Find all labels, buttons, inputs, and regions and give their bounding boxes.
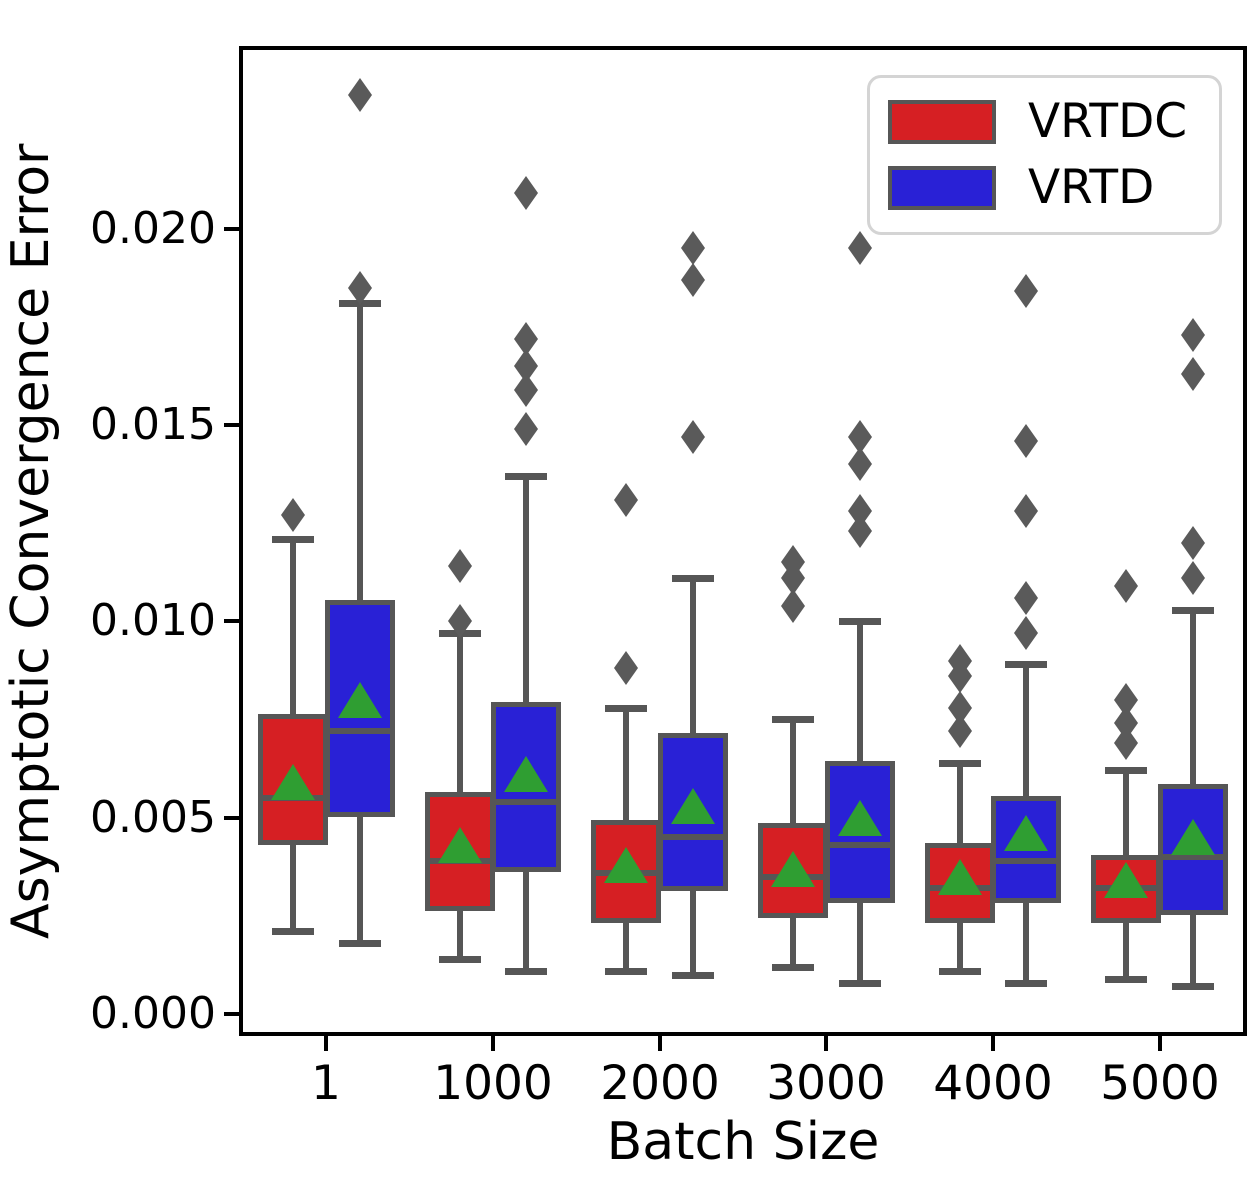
x-tick-label: 1000 bbox=[433, 1056, 553, 1111]
mean-triangle-icon bbox=[1171, 819, 1215, 855]
mean-triangle-icon bbox=[938, 859, 982, 895]
whisker-cap-bottom bbox=[1005, 980, 1047, 987]
legend-entry-vrtdc: VRTDC bbox=[870, 96, 1219, 148]
y-axis-label: Asymptotic Convergence Error bbox=[1, 143, 61, 939]
plot-area bbox=[239, 46, 1247, 1036]
whisker-cap-bottom bbox=[672, 972, 714, 979]
vrtdc-color-swatch-icon bbox=[888, 100, 996, 144]
mean-triangle-icon bbox=[271, 764, 315, 800]
median-line bbox=[496, 799, 556, 805]
x-tick-label: 5000 bbox=[1100, 1056, 1220, 1111]
y-tick-mark bbox=[224, 619, 239, 623]
whisker-cap-top bbox=[1005, 661, 1047, 668]
y-tick-label: 0.005 bbox=[90, 792, 216, 843]
whisker-cap-top bbox=[272, 536, 314, 543]
y-tick-label: 0.015 bbox=[90, 399, 216, 450]
y-tick-mark bbox=[224, 423, 239, 427]
whisker-cap-top bbox=[505, 473, 547, 480]
median-line bbox=[996, 858, 1056, 864]
x-tick-label: 4000 bbox=[933, 1056, 1053, 1111]
y-tick-label: 0.020 bbox=[90, 203, 216, 254]
whisker-cap-top bbox=[772, 716, 814, 723]
whisker-cap-top bbox=[1105, 767, 1147, 774]
mean-triangle-icon bbox=[1004, 815, 1048, 851]
mean-triangle-icon bbox=[671, 788, 715, 824]
x-tick-mark bbox=[658, 1036, 662, 1051]
mean-triangle-icon bbox=[604, 847, 648, 883]
x-axis-label: Batch Size bbox=[606, 1112, 880, 1172]
mean-triangle-icon bbox=[771, 851, 815, 887]
y-tick-label: 0.000 bbox=[90, 988, 216, 1039]
mean-triangle-icon bbox=[1104, 862, 1148, 898]
x-tick-mark bbox=[324, 1036, 328, 1051]
median-line bbox=[1163, 854, 1223, 860]
whisker-cap-bottom bbox=[839, 980, 881, 987]
mean-triangle-icon bbox=[838, 800, 882, 836]
whisker-cap-bottom bbox=[439, 956, 481, 963]
x-tick-label: 3000 bbox=[766, 1056, 886, 1111]
x-tick-mark bbox=[824, 1036, 828, 1051]
median-line bbox=[830, 842, 890, 848]
legend-label-vrtd: VRTD bbox=[1028, 160, 1155, 215]
whisker-cap-top bbox=[605, 705, 647, 712]
whisker-cap-top bbox=[839, 618, 881, 625]
y-tick-mark bbox=[224, 227, 239, 231]
box-vrtd-1000 bbox=[491, 702, 561, 872]
legend-label-vrtdc: VRTDC bbox=[1028, 94, 1188, 149]
whisker-cap-top bbox=[939, 760, 981, 767]
y-tick-mark bbox=[224, 816, 239, 820]
y-tick-mark bbox=[224, 1012, 239, 1016]
whisker-cap-bottom bbox=[272, 928, 314, 935]
whisker-cap-bottom bbox=[1172, 983, 1214, 990]
x-tick-mark bbox=[491, 1036, 495, 1051]
mean-triangle-icon bbox=[338, 682, 382, 718]
median-line bbox=[663, 834, 723, 840]
box-vrtd-4000 bbox=[991, 796, 1061, 903]
whisker-cap-bottom bbox=[605, 968, 647, 975]
y-tick-label: 0.010 bbox=[90, 595, 216, 646]
whisker-cap-bottom bbox=[505, 968, 547, 975]
whisker-cap-top bbox=[672, 575, 714, 582]
x-tick-label: 1 bbox=[311, 1056, 341, 1111]
whisker-cap-bottom bbox=[1105, 976, 1147, 983]
x-tick-mark bbox=[1158, 1036, 1162, 1051]
whisker-cap-bottom bbox=[939, 968, 981, 975]
mean-triangle-icon bbox=[504, 756, 548, 792]
legend: VRTDC VRTD bbox=[867, 75, 1222, 235]
whisker-cap-bottom bbox=[339, 940, 381, 947]
whisker-cap-bottom bbox=[772, 964, 814, 971]
vrtd-color-swatch-icon bbox=[888, 166, 996, 210]
median-line bbox=[330, 728, 390, 734]
mean-triangle-icon bbox=[438, 827, 482, 863]
legend-entry-vrtd: VRTD bbox=[870, 162, 1219, 214]
x-tick-mark bbox=[991, 1036, 995, 1051]
x-tick-label: 2000 bbox=[600, 1056, 720, 1111]
whisker-cap-top bbox=[1172, 607, 1214, 614]
